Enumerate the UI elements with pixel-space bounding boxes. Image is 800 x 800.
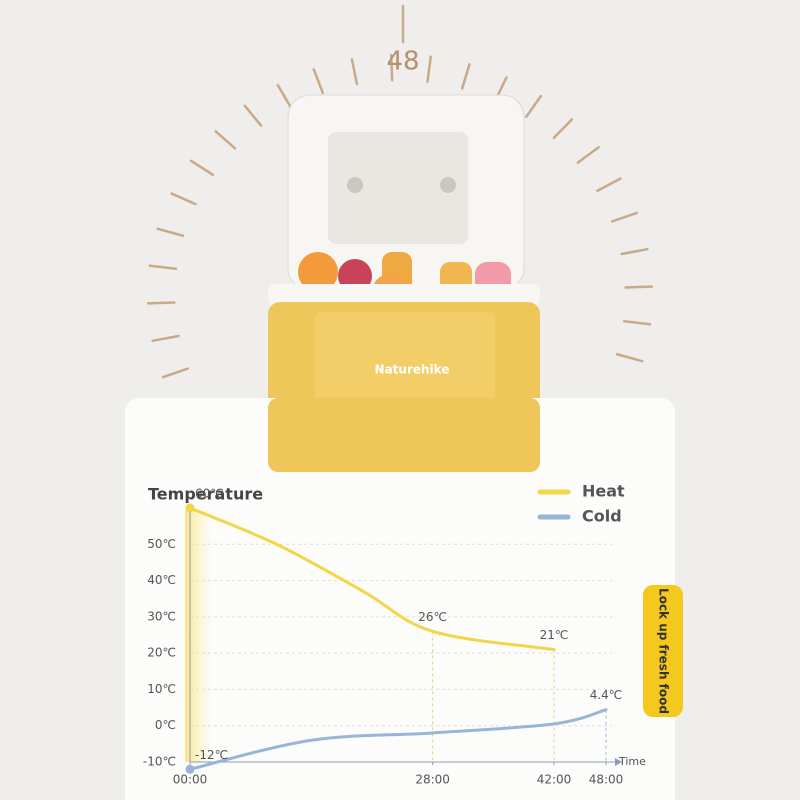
dial-tick [524, 94, 543, 119]
start-point [185, 503, 195, 513]
lid-panel [328, 132, 468, 244]
legend-label: Heat [582, 482, 625, 501]
dial-tick [624, 285, 654, 289]
value-label: 21℃ [540, 628, 569, 642]
dial-tick [389, 53, 394, 82]
value-label: 4.4℃ [590, 688, 623, 702]
y-tick-label: 0℃ [155, 718, 176, 732]
rim [268, 284, 540, 306]
dial-tick [622, 319, 652, 326]
dial-tick [596, 177, 622, 193]
y-tick-label: 30℃ [147, 609, 176, 623]
body-front [268, 398, 540, 472]
dial-tick [350, 58, 359, 86]
dial-tick [148, 264, 178, 271]
dial-tick [552, 118, 574, 140]
lid-knob [440, 177, 456, 193]
x-tick-label: 00:00 [173, 773, 208, 787]
x-axis-label: Time [618, 755, 646, 768]
dial-tick [312, 68, 325, 95]
dial-tick [156, 227, 185, 237]
dial-tick [214, 130, 237, 150]
dial-tick [170, 192, 197, 206]
highlight-band [185, 510, 210, 762]
dial-tick [276, 83, 292, 109]
lid-knob [347, 177, 363, 193]
dial-tick [189, 159, 215, 177]
brand: Naturehike [375, 363, 450, 377]
y-axis-label: Temperature [148, 485, 263, 504]
y-tick-label: 50℃ [147, 537, 176, 551]
legend-label: Cold [582, 507, 622, 526]
cooler: Naturehike [268, 94, 540, 472]
y-tick-label: -10℃ [143, 755, 176, 769]
x-tick-label: 42:00 [537, 773, 572, 787]
dial-tick [620, 247, 649, 256]
card [125, 398, 675, 800]
fruit [298, 252, 338, 292]
dial-tick [610, 211, 639, 223]
dial-tick [576, 145, 600, 164]
dial-tick [161, 367, 190, 379]
x-axis-arrow [615, 758, 622, 766]
dial-tick [426, 55, 432, 83]
side-tab [643, 585, 683, 717]
series-line [188, 506, 556, 652]
value-label: -12℃ [195, 748, 228, 762]
x-tick-label: 28:00 [415, 773, 450, 787]
side-tab-label: Lock up fresh food [657, 588, 671, 714]
start-point [185, 764, 195, 774]
y-tick-label: 20℃ [147, 646, 176, 660]
y-tick-label: 40℃ [147, 573, 176, 587]
dial-tick [146, 301, 176, 305]
dial-tick [243, 104, 263, 127]
x-tick-label: 48:00 [589, 773, 624, 787]
y-tick-label: 10℃ [147, 682, 176, 696]
dial-tick [151, 334, 180, 343]
value-label: 26℃ [418, 610, 447, 624]
series-line [188, 708, 608, 771]
dial [146, 4, 654, 379]
value-label: 60℃ [195, 487, 224, 501]
dial-label: 48 [386, 47, 419, 77]
dial-tick [615, 353, 644, 363]
dial-tick [460, 63, 471, 90]
